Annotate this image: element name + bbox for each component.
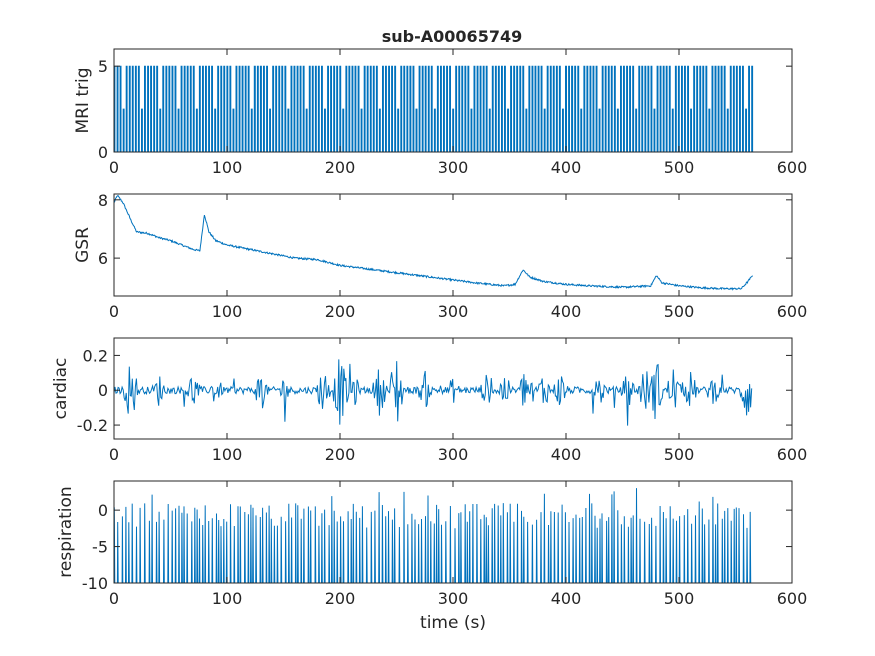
y-tick-label: 6	[98, 249, 108, 268]
axes-frame	[113, 193, 793, 297]
series-line	[114, 194, 753, 291]
x-tick-label: 0	[109, 589, 119, 608]
x-tick-label: 0	[109, 302, 119, 321]
x-tick-label: 200	[325, 302, 356, 321]
series-line	[114, 488, 753, 583]
x-tick-label: 500	[664, 589, 695, 608]
x-tick-label: 300	[438, 158, 469, 177]
respiration-panel: 0 100 200 300 400 500 600 -10 -5 0 respiration time…	[56, 480, 808, 633]
x-tick-label: 300	[438, 445, 469, 464]
y-tick-label: 8	[98, 191, 108, 210]
x-tick-label: 500	[664, 445, 695, 464]
x-tick-label: 400	[551, 589, 582, 608]
x-tick-label: 200	[325, 589, 356, 608]
x-tick-label: 200	[325, 158, 356, 177]
x-tick-label: 400	[551, 302, 582, 321]
x-tick-label: 600	[777, 158, 808, 177]
series-line	[114, 359, 753, 426]
x-tick-label: 600	[777, 589, 808, 608]
x-tick-label: 300	[438, 302, 469, 321]
y-tick-label: 0	[98, 501, 108, 520]
x-tick-label: 500	[664, 302, 695, 321]
y-axis-label: GSR	[73, 227, 93, 263]
y-axis-label: cardiac	[51, 358, 71, 420]
x-tick-label: 200	[325, 445, 356, 464]
x-tick-label: 400	[551, 445, 582, 464]
y-tick-label: -0.2	[77, 416, 108, 435]
y-axis-label: MRI trig	[73, 67, 93, 133]
y-tick-label: -5	[92, 538, 108, 557]
y-tick-label: 5	[98, 57, 108, 76]
series-line	[114, 65, 754, 152]
gsr-panel: 0 100 200 300 400 500 600 6 8 GSR	[73, 191, 807, 321]
x-tick-label: 600	[777, 302, 808, 321]
x-tick-label: 400	[551, 158, 582, 177]
y-tick-label: 0.2	[83, 346, 108, 365]
x-tick-label: 600	[777, 445, 808, 464]
x-tick-label: 0	[109, 158, 119, 177]
x-tick-label: 500	[664, 158, 695, 177]
x-axis-label: time (s)	[420, 613, 486, 633]
x-tick-label: 300	[438, 589, 469, 608]
x-tick-label: 0	[109, 445, 119, 464]
x-tick-label: 100	[212, 445, 243, 464]
figure-title: sub-A00065749	[382, 27, 522, 46]
y-tick-label: 0	[98, 143, 108, 162]
y-tick-label: -10	[82, 574, 108, 593]
y-tick-label: 0	[98, 381, 108, 400]
y-axis-label: respiration	[56, 486, 76, 577]
x-tick-label: 100	[212, 589, 243, 608]
mri-trig-panel: 0 100 200 300 400 500 600 0 5 MRI trig	[73, 48, 808, 177]
x-tick-label: 100	[212, 158, 243, 177]
x-tick-label: 100	[212, 302, 243, 321]
